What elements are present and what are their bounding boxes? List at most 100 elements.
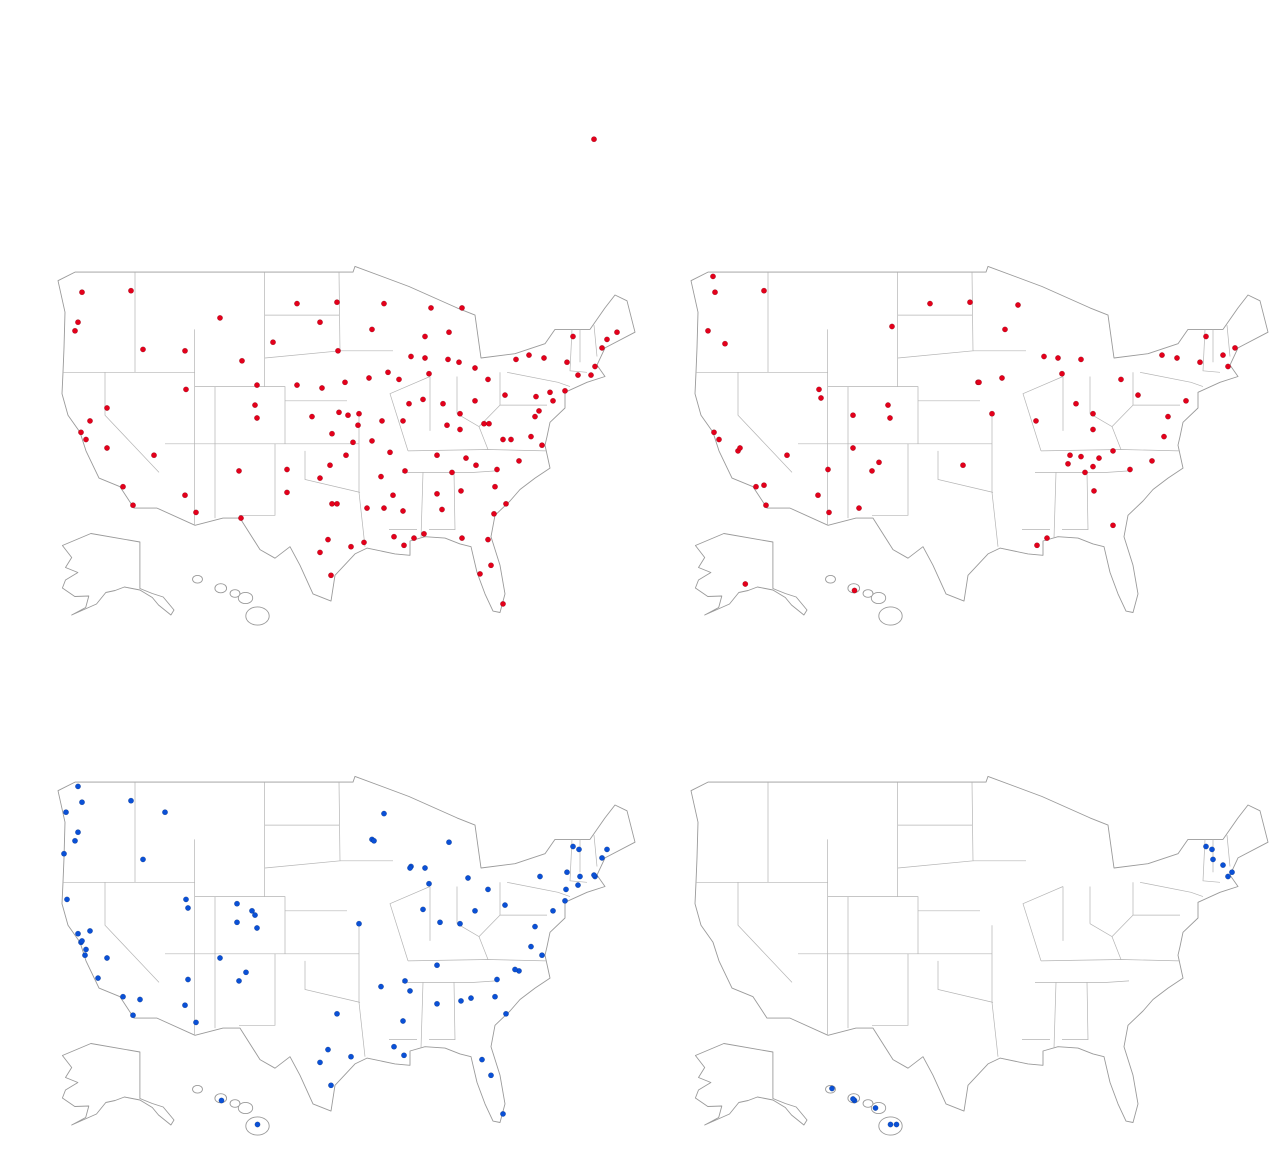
state-border — [1111, 404, 1134, 427]
location-dot — [887, 1121, 894, 1128]
location-dot — [485, 376, 491, 383]
location-dot — [294, 382, 300, 389]
state-border — [456, 923, 489, 960]
location-dot — [528, 943, 534, 950]
location-dot — [238, 515, 244, 522]
location-dot — [217, 314, 223, 321]
location-dot — [1078, 453, 1084, 460]
location-dot — [252, 402, 258, 409]
location-dot — [364, 505, 370, 512]
location-dot — [485, 886, 491, 893]
state-border — [1022, 376, 1064, 452]
location-dot — [472, 907, 478, 914]
location-dot — [120, 993, 126, 1000]
location-dot — [1090, 426, 1096, 433]
state-border — [1202, 329, 1221, 373]
hawaii-island — [870, 1101, 887, 1115]
location-dot — [570, 843, 576, 850]
location-dot — [193, 1019, 199, 1026]
location-dot — [402, 977, 408, 984]
hawaii-island — [192, 1084, 203, 1094]
location-dot — [328, 1082, 334, 1089]
location-dot — [513, 356, 519, 363]
location-dot — [564, 359, 570, 366]
location-dot — [183, 386, 189, 393]
location-dot — [1220, 862, 1226, 869]
location-dot — [140, 346, 146, 353]
hawaii-island — [862, 1099, 874, 1108]
location-dot — [1082, 469, 1088, 476]
location-dot — [381, 810, 387, 817]
location-dot — [381, 505, 387, 512]
hawaii-island — [878, 606, 903, 626]
state-border — [569, 839, 588, 883]
state-border — [506, 881, 571, 897]
us-outline — [690, 265, 1269, 613]
location-dot — [1002, 326, 1008, 333]
location-dot — [512, 966, 518, 973]
location-dot — [1232, 344, 1238, 351]
state-border — [1089, 413, 1122, 450]
location-dot — [140, 856, 146, 863]
location-dot — [502, 392, 508, 399]
location-dot — [591, 872, 597, 879]
state-border — [991, 925, 999, 1057]
alaska-outline — [694, 533, 808, 616]
location-dot — [437, 919, 443, 926]
location-dot — [356, 920, 362, 927]
state-border — [937, 960, 994, 1003]
location-dot — [577, 873, 583, 880]
location-dot — [402, 467, 408, 474]
location-dot — [317, 1059, 323, 1066]
location-dot — [407, 987, 413, 994]
location-dot — [468, 995, 474, 1002]
location-dot — [345, 412, 351, 419]
location-dot — [128, 287, 134, 294]
location-dot — [562, 387, 568, 394]
state-border — [828, 386, 919, 444]
location-dot — [218, 1097, 225, 1104]
location-dot — [1034, 542, 1040, 549]
location-dot — [570, 333, 576, 340]
location-dot — [426, 370, 432, 377]
location-dot — [379, 417, 385, 424]
location-dot — [1209, 846, 1215, 853]
location-dot — [850, 412, 856, 419]
location-dot — [104, 445, 110, 451]
location-dot — [408, 353, 414, 360]
location-dot — [705, 327, 711, 334]
location-dot — [348, 1053, 354, 1060]
location-dot — [183, 896, 189, 903]
location-dot — [329, 430, 335, 437]
location-dot — [502, 902, 508, 909]
location-dot — [591, 136, 597, 143]
location-dot — [1110, 447, 1116, 454]
location-dot — [1078, 356, 1084, 363]
state-border — [389, 376, 431, 452]
location-dot — [128, 797, 134, 804]
state-border — [1053, 982, 1057, 1049]
state-border — [872, 953, 909, 1026]
location-dot — [335, 347, 341, 354]
location-dot — [1229, 869, 1235, 876]
location-dot — [488, 1072, 494, 1079]
location-dot — [500, 600, 506, 607]
location-dot — [1220, 352, 1226, 359]
state-border — [737, 882, 793, 983]
state-border — [593, 835, 598, 867]
location-dot — [1165, 413, 1171, 420]
location-dot — [95, 975, 101, 982]
state-border — [195, 386, 286, 444]
location-dot — [742, 581, 749, 587]
map-panel — [591, 136, 1269, 626]
state-border — [569, 329, 588, 373]
location-dot — [234, 919, 240, 926]
location-dot — [422, 865, 428, 871]
location-dot — [284, 489, 290, 496]
location-dot — [547, 389, 553, 396]
location-dot — [420, 906, 426, 913]
state-border — [358, 415, 366, 547]
location-dot — [217, 955, 223, 961]
location-dot — [1225, 873, 1231, 880]
